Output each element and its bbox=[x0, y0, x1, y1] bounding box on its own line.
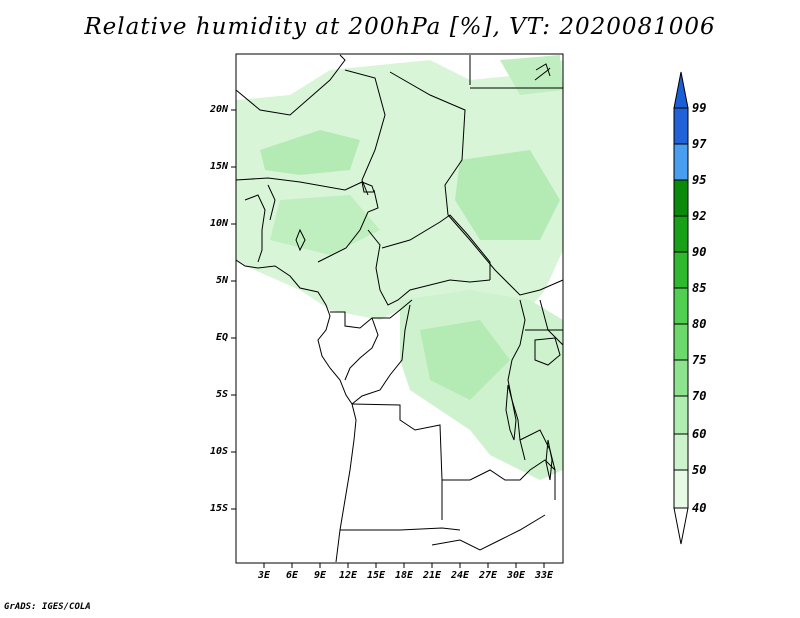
border-angola-s bbox=[340, 527, 461, 531]
lake-victoria bbox=[534, 337, 561, 366]
lat-ticks bbox=[231, 109, 236, 510]
colorbar-70 bbox=[673, 395, 689, 435]
lat-label: EQ bbox=[215, 332, 228, 343]
colorbar-label: 50 bbox=[692, 463, 707, 477]
colorbar-80 bbox=[673, 323, 689, 361]
lake-chad bbox=[361, 181, 375, 193]
border-congo-3 bbox=[351, 304, 411, 405]
border-north-6 bbox=[235, 177, 363, 191]
colorbar-label: 60 bbox=[692, 427, 707, 441]
border-angola-n bbox=[351, 403, 443, 520]
border-congo-2 bbox=[344, 317, 379, 381]
colorbar-label: 70 bbox=[692, 389, 707, 403]
border-north-1 bbox=[235, 54, 346, 116]
colorbar-95 bbox=[673, 179, 689, 217]
colorbar-label: 97 bbox=[692, 137, 707, 151]
lat-label: 10S bbox=[209, 446, 228, 457]
lon-label: 27E bbox=[478, 570, 498, 581]
colorbar-92 bbox=[673, 215, 689, 253]
map-title: Relative humidity at 200hPa [%], VT: 202… bbox=[84, 14, 716, 40]
colorbar-99 bbox=[673, 107, 689, 145]
lon-ticks bbox=[263, 563, 545, 568]
humidity-band-darker-4 bbox=[420, 320, 510, 400]
lon-label: 18E bbox=[394, 570, 414, 581]
colorbar-label: 40 bbox=[692, 501, 707, 515]
border-nigeria bbox=[317, 189, 379, 263]
lon-label: 33E bbox=[534, 570, 554, 581]
border-west-2 bbox=[267, 184, 276, 221]
coastline bbox=[235, 259, 357, 563]
lake-tanganyika bbox=[505, 384, 517, 441]
lake-volta bbox=[295, 228, 306, 252]
colorbar-85 bbox=[673, 287, 689, 325]
colorbar bbox=[673, 71, 689, 545]
border-south bbox=[431, 514, 546, 551]
lon-label: 24E bbox=[450, 570, 470, 581]
lake-malawi bbox=[545, 439, 553, 481]
lat-label: 5N bbox=[215, 275, 228, 286]
humidity-band-darker-1 bbox=[260, 130, 360, 175]
lon-label: 21E bbox=[422, 570, 442, 581]
colorbar-label: 99 bbox=[692, 101, 707, 115]
humidity-shading bbox=[236, 55, 563, 480]
lon-label: 15E bbox=[366, 570, 386, 581]
colorbar-label: 95 bbox=[692, 173, 707, 187]
footer-credit: GrADS: IGES/COLA bbox=[4, 602, 91, 612]
colorbar-label: 80 bbox=[692, 317, 707, 331]
lon-label: 12E bbox=[338, 570, 358, 581]
border-drc-east bbox=[507, 299, 526, 461]
colorbar-label: 92 bbox=[692, 209, 707, 223]
colorbar-97 bbox=[673, 143, 689, 181]
lat-label: 5S bbox=[215, 389, 228, 400]
colorbar-label: 85 bbox=[692, 281, 707, 295]
lat-label: 15S bbox=[209, 503, 228, 514]
lon-label: 30E bbox=[506, 570, 526, 581]
colorbar-90 bbox=[673, 251, 689, 289]
nile-edge bbox=[535, 63, 551, 77]
border-congo-1 bbox=[330, 299, 413, 329]
humidity-region-north bbox=[236, 60, 563, 330]
border-sudan bbox=[447, 214, 564, 296]
lon-label: 3E bbox=[257, 570, 271, 581]
lat-label: 10N bbox=[209, 218, 228, 229]
colorbar-bottom-arrow bbox=[673, 507, 689, 545]
border-west-1 bbox=[244, 194, 266, 263]
lat-label: 15N bbox=[209, 161, 228, 172]
map-frame bbox=[235, 53, 564, 564]
border-north-3 bbox=[389, 71, 466, 216]
humidity-band-darker-5 bbox=[500, 55, 563, 95]
colorbar-label: 75 bbox=[692, 353, 707, 367]
lon-label: 6E bbox=[285, 570, 299, 581]
colorbar-60 bbox=[673, 433, 689, 471]
lon-label: 9E bbox=[313, 570, 327, 581]
colorbar-top-arrow bbox=[673, 71, 689, 109]
border-cameroon-car bbox=[367, 229, 491, 306]
colorbar-50 bbox=[673, 469, 689, 509]
country-boundaries bbox=[235, 54, 564, 563]
colorbar-75 bbox=[673, 359, 689, 397]
border-car-chad bbox=[381, 214, 491, 280]
humidity-band-darker-2 bbox=[455, 150, 560, 240]
lat-label: 20N bbox=[209, 104, 228, 115]
colorbar-label: 90 bbox=[692, 245, 707, 259]
